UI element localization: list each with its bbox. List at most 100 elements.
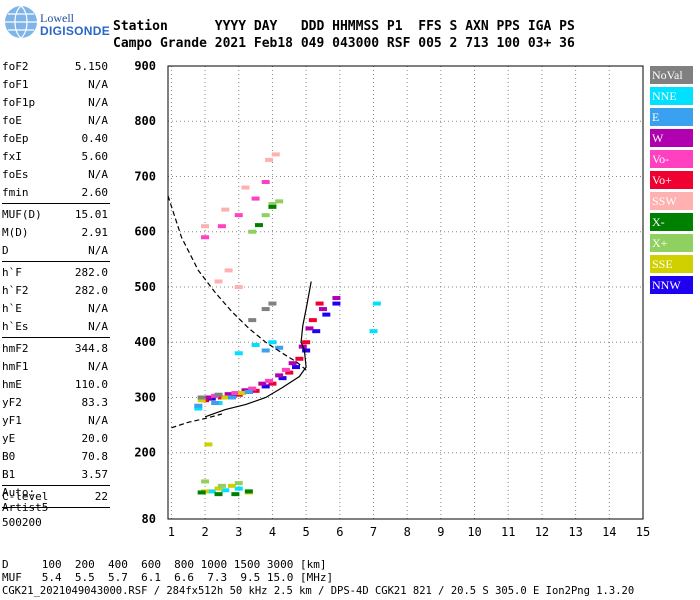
x-tick-label: 1 — [168, 525, 175, 539]
x-tick-label: 10 — [467, 525, 481, 539]
param-label: M(D) — [2, 226, 29, 239]
echo-point — [258, 381, 267, 386]
param-hE: h`E N/A — [2, 300, 110, 318]
param-label: B0 — [2, 450, 16, 463]
echo-traces — [194, 152, 381, 497]
param-label: h`Es — [2, 320, 29, 333]
echo-point — [214, 486, 223, 491]
param-B1: B1 3.57 — [2, 466, 110, 484]
legend-item-nne: NNE — [650, 87, 693, 105]
param-foEp: foEp 0.40 — [2, 130, 110, 148]
echo-point — [265, 157, 274, 162]
param-value: 3.57 — [81, 468, 109, 481]
legend-item-sse: SSE — [650, 255, 693, 273]
echo-point — [221, 488, 230, 493]
echo-point — [234, 213, 243, 218]
echo-point — [275, 373, 284, 378]
param-value: 110.0 — [74, 378, 108, 391]
auto-label: Auto: — [2, 486, 36, 499]
param-label: yF2 — [2, 396, 22, 409]
param-hF2: h`F2 282.0 — [2, 282, 110, 300]
param-foE: foE N/A — [2, 112, 110, 130]
param-value: N/A — [88, 96, 108, 109]
divider — [2, 203, 110, 204]
echo-point — [281, 367, 290, 372]
param-label: h`E — [2, 302, 22, 315]
echo-point — [265, 378, 274, 383]
echo-point — [224, 268, 233, 273]
param-yE: yE 20.0 — [2, 430, 110, 448]
echo-point — [285, 370, 294, 375]
y-tick-label: 300 — [134, 390, 156, 404]
param-label: C-level — [2, 490, 49, 503]
globe-icon — [5, 5, 37, 39]
echo-point — [295, 356, 304, 361]
echo-point — [261, 180, 270, 185]
y-tick-label: 500 — [134, 280, 156, 294]
param-foEs: foEs N/A — [2, 166, 110, 184]
param-value: 5.150 — [74, 60, 108, 73]
echo-point — [194, 403, 203, 408]
axis-labels: 1 2 3 4 5 6 7 8 9 10 11 12 13 14 158020030040050060070… — [134, 59, 650, 539]
param-foF2: foF2 5.150 — [2, 58, 110, 76]
echo-point — [204, 442, 213, 447]
echo-point — [234, 486, 243, 491]
divider — [2, 485, 110, 486]
echo-point — [234, 481, 243, 486]
echo-point — [244, 389, 253, 394]
ionospheric-parameters: foF2 5.150 foF1 N/A foF1p N/A foE N/A foEp 0.… — [2, 58, 110, 510]
echo-point — [254, 223, 263, 228]
echo-point — [268, 204, 277, 209]
legend-item-x-minus: X- — [650, 213, 693, 231]
echo-point — [372, 301, 381, 306]
x-tick-label: 15 — [636, 525, 650, 539]
echo-point — [234, 284, 243, 289]
param-label: h`F2 — [2, 284, 29, 297]
echo-point — [322, 312, 331, 317]
echo-point — [224, 392, 233, 397]
echo-point — [201, 235, 210, 240]
param-value: 70.8 — [81, 450, 109, 463]
echo-point — [231, 492, 240, 497]
lowell-digisonde-logo: Lowell DIGISONDE — [0, 0, 110, 44]
x-tick-label: 6 — [336, 525, 343, 539]
param-label: hmE — [2, 378, 22, 391]
grid — [168, 65, 644, 519]
x-tick-label: 5 — [303, 525, 310, 539]
divider — [2, 337, 110, 338]
param-clevel: C-level 22 — [2, 488, 110, 506]
echo-point — [228, 483, 237, 488]
param-label: foE — [2, 114, 22, 127]
echo-point — [194, 406, 203, 411]
echo-point — [214, 392, 223, 397]
legend-item-e: E — [650, 108, 693, 126]
y-tick-label: 80 — [142, 512, 156, 526]
param-label: B1 — [2, 468, 16, 481]
artist-code: 500200 — [2, 516, 42, 529]
echo-point — [238, 391, 247, 396]
param-value: 22 — [94, 490, 108, 503]
param-md: M(D) 2.91 — [2, 224, 110, 242]
profile-curves — [167, 195, 312, 429]
echo-point — [214, 492, 223, 497]
echo-point — [275, 199, 284, 204]
echo-point — [221, 395, 230, 400]
param-value: N/A — [88, 244, 108, 257]
param-label: fxI — [2, 150, 22, 163]
echo-point — [308, 318, 317, 323]
y-tick-label: 700 — [134, 169, 156, 183]
echo-point — [312, 329, 321, 334]
param-hEs: h`Es N/A — [2, 318, 110, 336]
y-tick-label: 600 — [134, 225, 156, 239]
param-value: 2.60 — [81, 186, 109, 199]
legend-item-nnw: NNW — [650, 276, 693, 294]
echo-point — [248, 386, 257, 391]
param-value: 20.0 — [81, 432, 109, 445]
echo-point — [248, 318, 257, 323]
plot-frame — [167, 65, 644, 520]
echo-point — [221, 207, 230, 212]
echo-point — [197, 398, 206, 403]
echo-point — [217, 483, 226, 488]
echo-point — [268, 301, 277, 306]
echo-point — [214, 279, 223, 284]
